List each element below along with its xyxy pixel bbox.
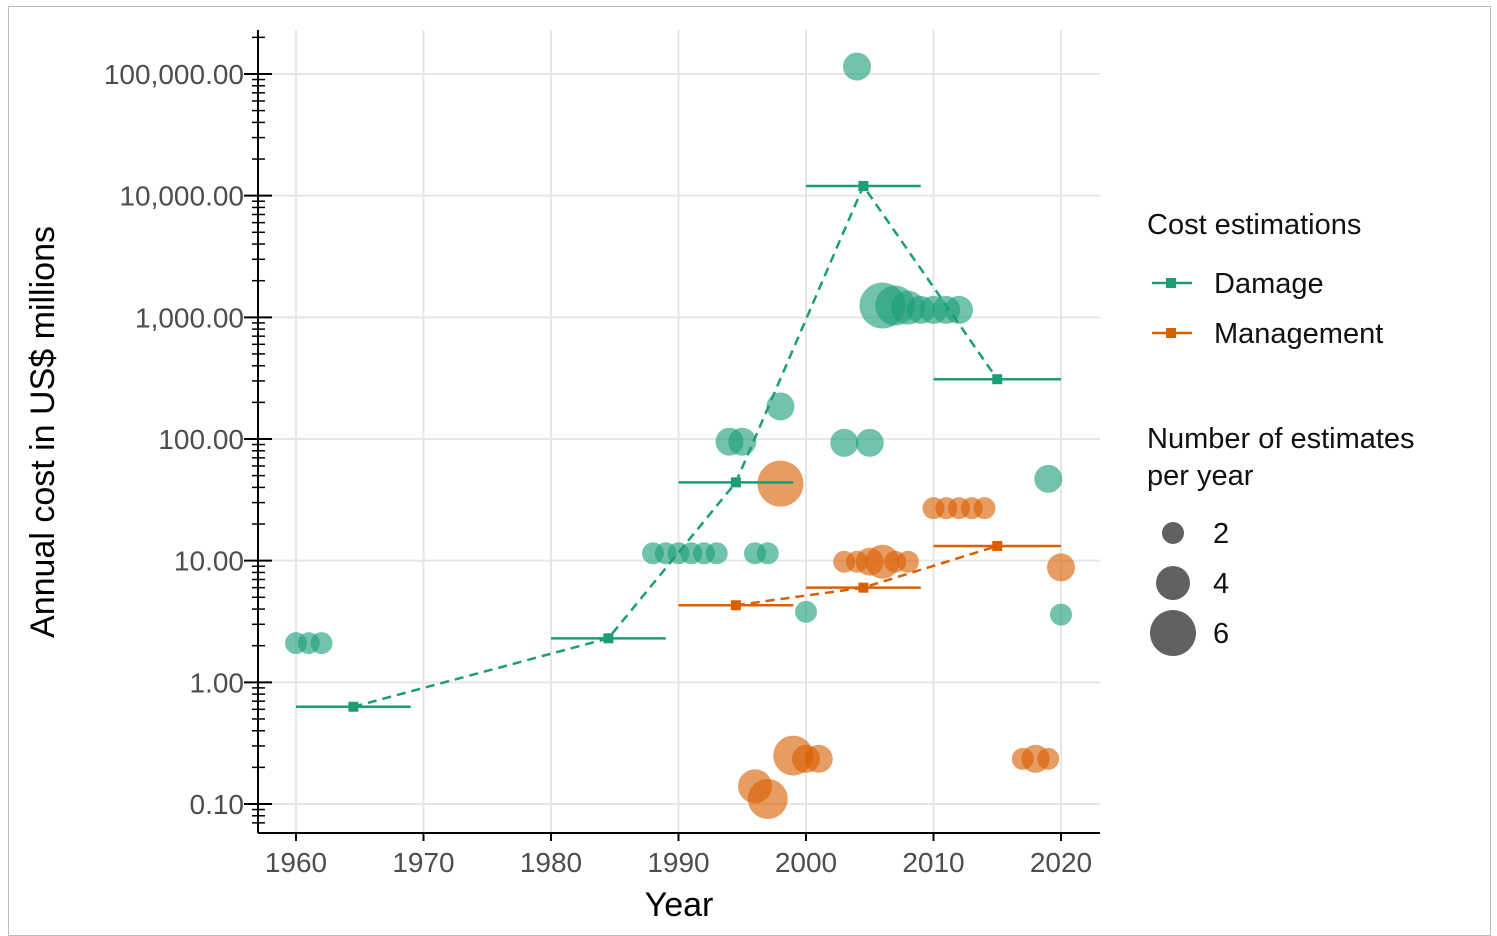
data-point xyxy=(1034,464,1063,493)
legend-series-label: Management xyxy=(1214,318,1383,350)
data-point xyxy=(843,52,871,81)
legend: Cost estimations Number of estimates per… xyxy=(1147,209,1415,656)
y-axis-label: Annual cost in US$ millions xyxy=(24,226,62,638)
legend-size-label: 4 xyxy=(1213,568,1229,600)
legend-size-circle xyxy=(1150,610,1196,656)
x-tick-label: 1970 xyxy=(392,847,454,878)
y-tick-label: 10.00 xyxy=(174,546,244,577)
y-tick-label: 1,000.00 xyxy=(135,302,244,333)
decade-mean-marker xyxy=(858,181,869,192)
decade-mean-marker xyxy=(348,701,359,712)
x-tick-label: 1990 xyxy=(647,847,709,878)
data-point xyxy=(1037,747,1060,770)
legend-size-title-line1: Number of estimates xyxy=(1147,423,1415,455)
y-tick-label: 10,000.00 xyxy=(119,181,244,212)
decade-mean-marker xyxy=(992,540,1003,551)
legend-series-label: Damage xyxy=(1214,268,1324,300)
x-tick-label: 2020 xyxy=(1030,847,1092,878)
legend-size-label: 2 xyxy=(1213,518,1229,550)
legend-size-circle xyxy=(1156,566,1190,600)
data-point xyxy=(747,778,788,819)
data-point xyxy=(897,550,919,573)
y-tick-label: 100,000.00 xyxy=(104,59,244,90)
legend-size-circle xyxy=(1162,522,1184,544)
legend-color-title: Cost estimations xyxy=(1147,209,1361,241)
x-tick-label: 2000 xyxy=(775,847,837,878)
data-point xyxy=(705,542,728,565)
decade-mean-marker xyxy=(730,477,741,488)
axes: 0.10 1.00 10.00 100.00 1,000.00 10,000.00 100,… xyxy=(104,30,1100,878)
y-tick-label: 0.10 xyxy=(190,789,245,820)
legend-key-marker xyxy=(1166,328,1176,338)
y-tick-label: 1.00 xyxy=(190,667,245,698)
grid xyxy=(258,30,1100,833)
x-axis-label: Year xyxy=(645,886,714,924)
decade-mean-marker xyxy=(603,633,614,644)
legend-size-label: 6 xyxy=(1213,618,1229,650)
decade-mean-marker xyxy=(730,600,741,611)
data-point xyxy=(1050,603,1072,626)
data-point xyxy=(945,295,973,324)
legend-size-title-line2: per year xyxy=(1147,460,1254,492)
legend-key-marker xyxy=(1166,278,1176,288)
y-tick-label: 100.00 xyxy=(158,424,244,455)
marks xyxy=(285,52,1075,819)
data-point xyxy=(855,428,884,457)
data-point xyxy=(804,744,833,773)
data-point xyxy=(1047,553,1075,582)
data-point xyxy=(830,428,859,457)
data-point xyxy=(973,497,996,520)
x-tick-label: 1980 xyxy=(520,847,582,878)
decade-mean-marker xyxy=(858,582,869,593)
data-point xyxy=(766,392,795,421)
data-point xyxy=(310,632,333,655)
decade-mean-marker xyxy=(992,374,1003,385)
x-tick-label: 1960 xyxy=(265,847,327,878)
x-tick-label: 2010 xyxy=(902,847,964,878)
trend-line xyxy=(353,183,999,708)
data-point xyxy=(795,600,817,623)
data-point xyxy=(728,427,757,456)
data-point xyxy=(756,542,779,565)
